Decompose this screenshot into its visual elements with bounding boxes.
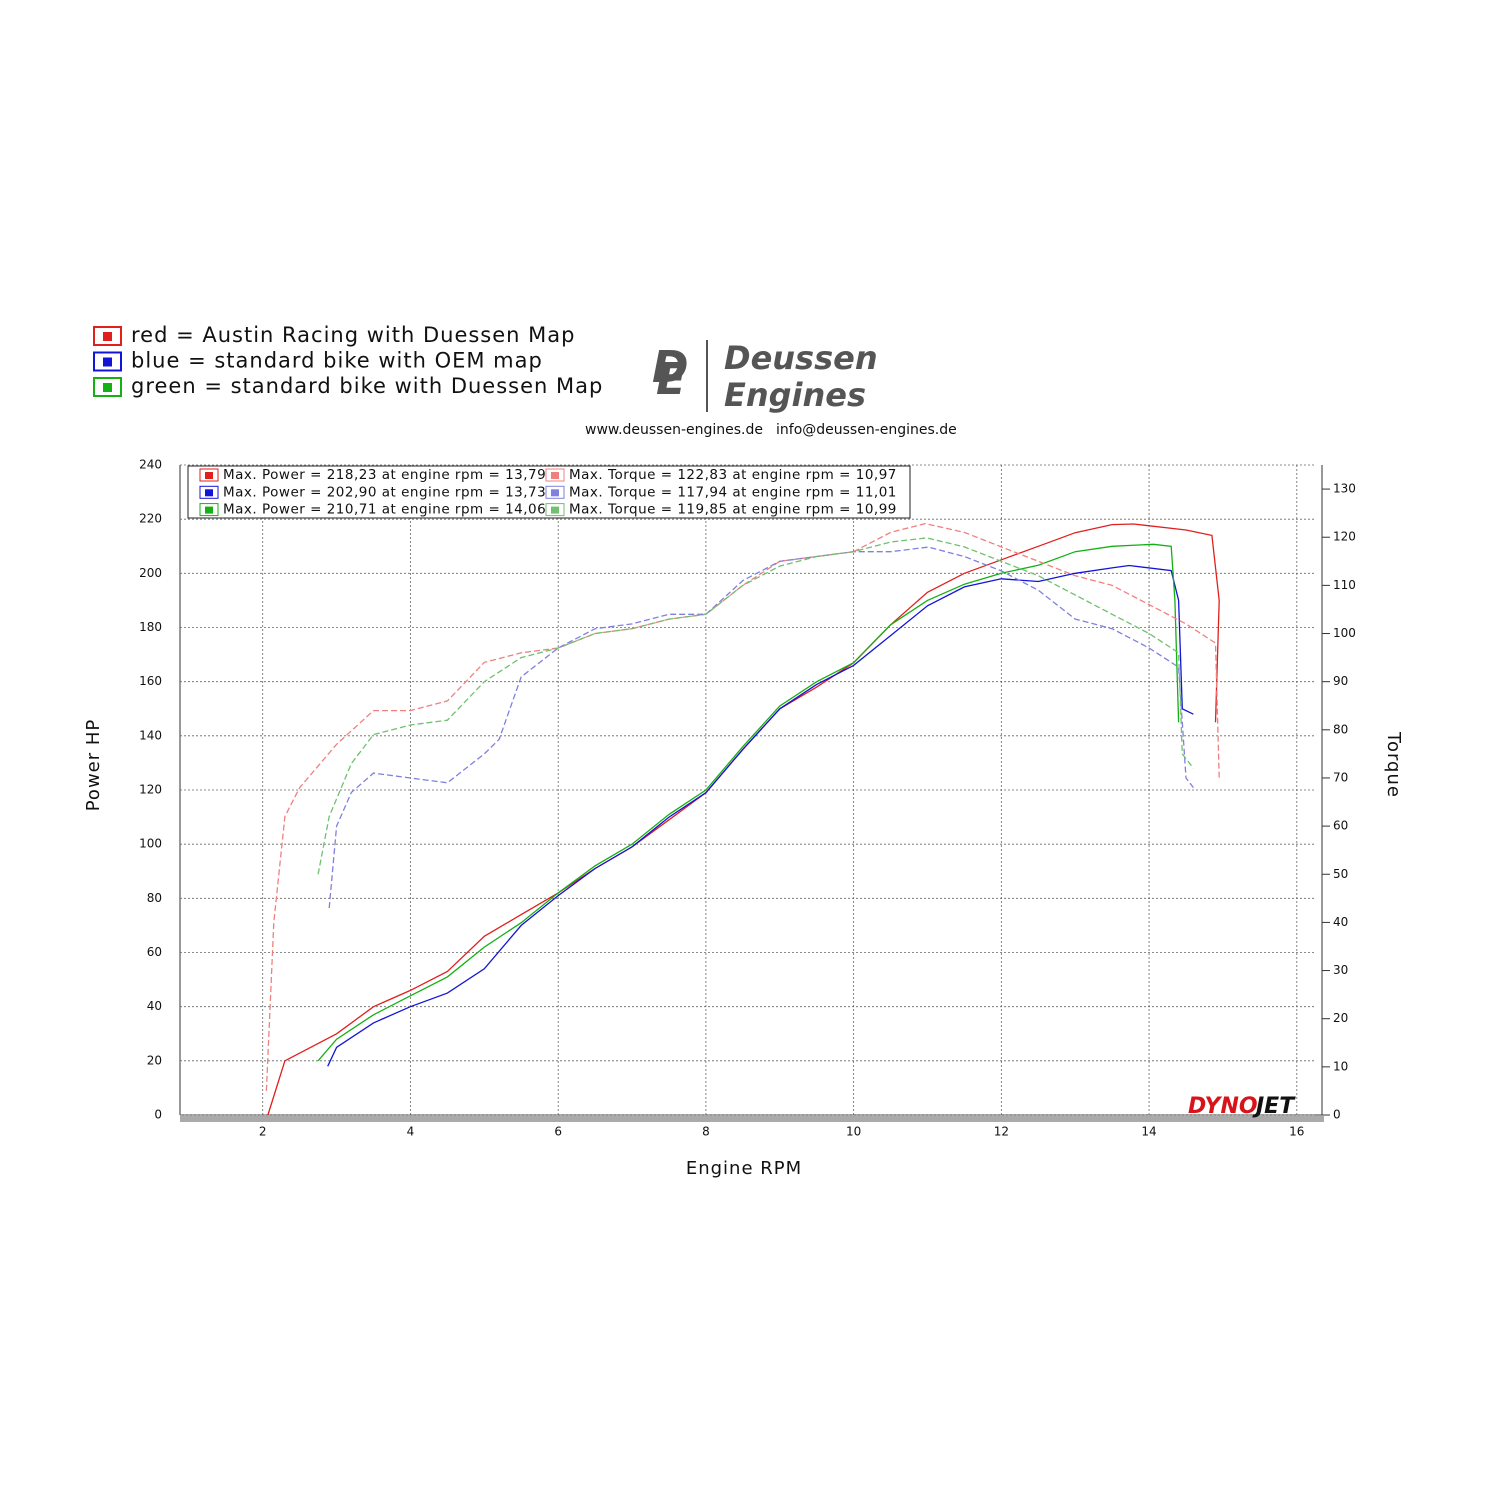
y-tick-label: 60 [147, 945, 162, 959]
y-tick-label: 100 [139, 837, 162, 851]
y-tick-label: 160 [139, 674, 162, 688]
dynojet-logo: DYNO [1188, 1094, 1258, 1119]
y2-tick-label: 120 [1333, 530, 1356, 544]
legend-text: Max. Torque = 119,85 at engine rpm = 10,… [569, 502, 897, 518]
power-line [327, 564, 1194, 1067]
legend-text: Max. Torque = 117,94 at engine rpm = 11,… [569, 484, 897, 500]
y-tick-label: 140 [139, 728, 162, 742]
y2-tick-label: 30 [1333, 963, 1348, 977]
legend-swatch-fill [551, 489, 559, 497]
legend-swatch-fill [205, 472, 213, 479]
y2-tick-label: 40 [1333, 915, 1348, 929]
email: info@deussen-engines.de [776, 422, 957, 438]
y2-axis-title: Torque [1383, 731, 1404, 798]
y2-tick-label: 90 [1333, 674, 1348, 688]
x-tick-label: 12 [994, 1125, 1009, 1139]
x-tick-label: 2 [259, 1125, 267, 1139]
x-tick-label: 4 [407, 1125, 415, 1139]
y-axis-title: Power HP [83, 719, 104, 812]
y-tick-label: 120 [139, 783, 162, 797]
x-axis-title: Engine RPM [686, 1158, 802, 1179]
y-tick-label: 40 [147, 999, 162, 1013]
website: www.deussen-engines.de [585, 422, 763, 438]
legend-swatch-fill [205, 489, 213, 497]
x-axis-bar [180, 1116, 1324, 1122]
y2-tick-label: 100 [1333, 626, 1356, 640]
dynojet-logo: JET [1252, 1094, 1296, 1119]
logo-name: Deussen [724, 339, 878, 377]
note-text: green = standard bike with Duessen Map [131, 374, 603, 398]
x-tick-label: 14 [1141, 1125, 1156, 1139]
note-text: blue = standard bike with OEM map [131, 349, 543, 373]
x-tick-label: 6 [554, 1125, 562, 1139]
torque-line [265, 522, 1220, 1091]
note-swatch-fill [103, 332, 112, 341]
y-tick-label: 180 [139, 620, 162, 634]
legend-swatch-fill [551, 472, 559, 479]
torque-line [317, 537, 1194, 875]
y2-tick-label: 10 [1333, 1059, 1348, 1073]
legend-swatch-fill [551, 506, 559, 514]
legend-text: Max. Torque = 122,83 at engine rpm = 10,… [569, 467, 897, 483]
legend-text: Max. Power = 202,90 at engine rpm = 13,7… [223, 484, 546, 500]
y2-tick-label: 110 [1333, 578, 1356, 592]
logo-name: Engines [724, 376, 866, 414]
y2-tick-label: 70 [1333, 770, 1348, 784]
y2-tick-label: 80 [1333, 722, 1348, 736]
y2-tick-label: 20 [1333, 1011, 1348, 1025]
note-swatch-fill [103, 357, 112, 367]
y-tick-label: 20 [147, 1053, 162, 1067]
y2-tick-label: 50 [1333, 867, 1348, 881]
x-tick-label: 16 [1289, 1125, 1304, 1139]
note-swatch-fill [103, 383, 112, 392]
x-tick-label: 8 [702, 1125, 710, 1139]
y-tick-label: 0 [154, 1108, 162, 1122]
legend-text: Max. Power = 210,71 at engine rpm = 14,0… [223, 502, 546, 518]
y-tick-label: 240 [139, 458, 162, 472]
logo-mark: E [656, 354, 686, 405]
y2-tick-label: 0 [1333, 1108, 1341, 1122]
x-tick-label: 10 [846, 1125, 861, 1139]
legend-swatch-fill [205, 506, 213, 514]
y-tick-label: 220 [139, 512, 162, 526]
y-tick-label: 200 [139, 566, 162, 580]
logo-mark: D [652, 342, 689, 393]
power-line [317, 543, 1180, 1062]
y2-tick-label: 60 [1333, 819, 1348, 833]
note-text: red = Austin Racing with Duessen Map [131, 323, 575, 347]
legend-text: Max. Power = 218,23 at engine rpm = 13,7… [223, 467, 546, 483]
torque-line [328, 546, 1194, 909]
y-tick-label: 80 [147, 891, 162, 905]
y2-tick-label: 130 [1333, 482, 1356, 496]
